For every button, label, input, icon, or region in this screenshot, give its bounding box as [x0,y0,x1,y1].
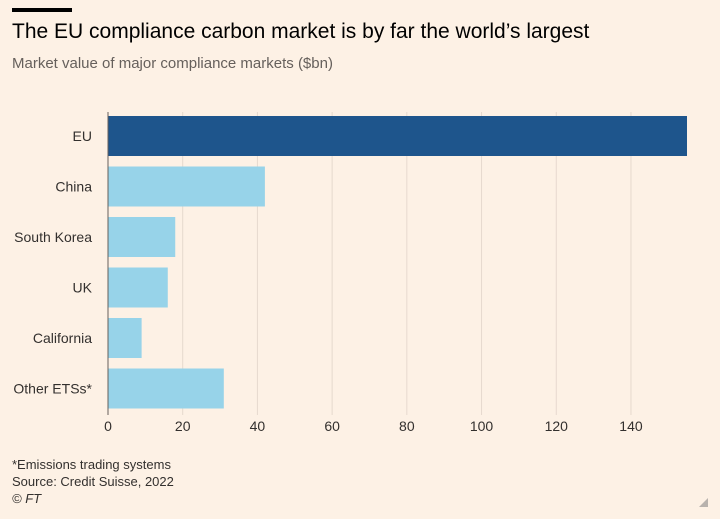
category-label: EU [73,128,92,144]
category-label: California [33,330,92,346]
category-label: UK [73,280,93,296]
category-label: Other ETSs* [13,381,92,397]
x-tick-label: 80 [399,418,415,434]
x-tick-label: 100 [470,418,494,434]
x-tick-label: 40 [250,418,266,434]
brand-rule [12,8,72,12]
bar [108,217,176,257]
category-label: China [55,179,92,195]
footnote: *Emissions trading systems [12,457,171,472]
chart-title: The EU compliance carbon market is by fa… [12,20,590,43]
category-label: South Korea [14,229,92,245]
bar [108,267,168,308]
x-tick-label: 140 [619,418,643,434]
x-tick-label: 0 [104,418,112,434]
resize-handle-icon[interactable] [699,498,708,507]
chart-subtitle: Market value of major compliance markets… [12,55,333,72]
bar [108,166,265,207]
bar [108,368,224,409]
bar [108,318,142,358]
bar [108,116,687,156]
source-note: Source: Credit Suisse, 2022 [12,474,174,489]
x-tick-label: 20 [175,418,191,434]
x-tick-label: 120 [545,418,569,434]
copyright-note: © FT [12,491,42,506]
x-tick-label: 60 [324,418,340,434]
